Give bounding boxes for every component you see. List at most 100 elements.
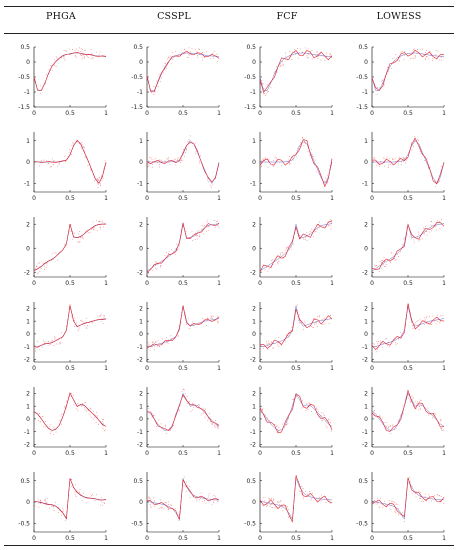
y-tick-label: 1 [26,318,30,325]
noise-point [154,346,156,348]
noise-point [310,148,312,150]
noise-point [167,503,169,505]
noise-point [382,79,384,81]
y-tick-label: 2 [26,391,30,398]
noise-point [400,163,402,165]
noise-point [150,506,152,508]
noise-point [72,313,74,315]
noise-point [51,431,53,433]
noise-point [310,231,311,232]
noise-point [155,267,157,269]
noise-point [387,166,389,168]
x-tick-label: 0 [370,110,374,117]
noise-point [82,320,84,322]
noise-point [155,90,157,92]
y-tick-label: -2 [362,357,368,364]
noise-point [404,318,406,320]
noise-point [215,426,217,428]
noise-point [292,243,294,245]
x-tick-label: 1 [104,450,108,457]
noise-point [75,496,77,497]
noise-point [104,429,106,431]
noise-point [400,161,402,163]
fitted-curve [259,49,333,94]
true-curve [33,392,107,431]
noise-point [166,252,167,254]
noise-point [53,345,55,347]
noise-point [385,263,387,265]
noise-point [270,86,272,88]
noise-point [75,56,77,58]
noise-point [390,163,392,165]
noise-point [280,252,282,254]
y-tick-label: -1 [250,344,256,351]
y-tick-label: -2 [250,269,256,276]
noise-point [174,254,176,256]
x-tick-label: 0.5 [178,535,188,542]
noise-point [100,314,102,316]
noise-point [278,501,280,503]
fitted-curve [146,394,220,431]
noise-point [380,497,382,499]
noise-point [82,403,84,405]
noise-point [74,232,75,234]
noise-point [382,264,384,266]
noise-point [319,221,320,223]
noise-point [216,315,218,317]
noise-point [85,317,87,319]
noise-point [260,271,262,273]
noise-point [167,343,169,345]
fitted-curve [371,389,445,432]
noise-point [276,425,278,427]
noise-point [39,420,41,422]
true-curve [33,223,107,272]
x-tick-label: 0 [258,535,262,542]
noise-point [158,74,160,76]
noise-point [307,57,309,58]
noise-point [201,224,203,226]
noise-point [287,509,289,511]
y-tick-label: 0 [139,159,143,166]
noise-point [80,319,82,321]
noise-point [320,500,322,502]
noise-point [146,499,148,500]
noise-point [270,505,272,507]
noise-point [60,514,62,516]
noise-point [78,233,80,235]
noise-point [440,501,442,503]
subplot-r2-c4: 10-10 0.5 1 [362,132,446,202]
noise-point [403,54,405,56]
noise-point [305,409,307,411]
noise-point [61,338,62,340]
noise-point [63,58,65,59]
noise-point [273,498,275,500]
noise-point [159,265,161,267]
noise-point [391,500,393,502]
noise-point [282,63,284,65]
noise-point [53,160,55,162]
noise-point [411,398,413,400]
noise-point [413,48,415,50]
noise-point [268,90,270,92]
noise-point [39,421,41,423]
noise-point [423,323,425,325]
noise-point [188,328,190,329]
noise-point [81,58,83,60]
noise-point [78,330,80,332]
noise-point [379,507,381,509]
noise-point [52,339,53,341]
noise-point [207,420,209,422]
noise-point [419,401,420,403]
noise-point [432,315,434,317]
noise-point [289,51,291,53]
noise-point [406,227,408,229]
noise-point [272,166,274,168]
noise-point [327,498,329,500]
noise-point [388,427,390,429]
y-tick-label: 0.5 [20,44,30,51]
noise-point [55,252,57,254]
noise-point [279,503,281,505]
noise-point [281,65,283,67]
noise-point [207,220,208,222]
noise-point [201,57,203,59]
